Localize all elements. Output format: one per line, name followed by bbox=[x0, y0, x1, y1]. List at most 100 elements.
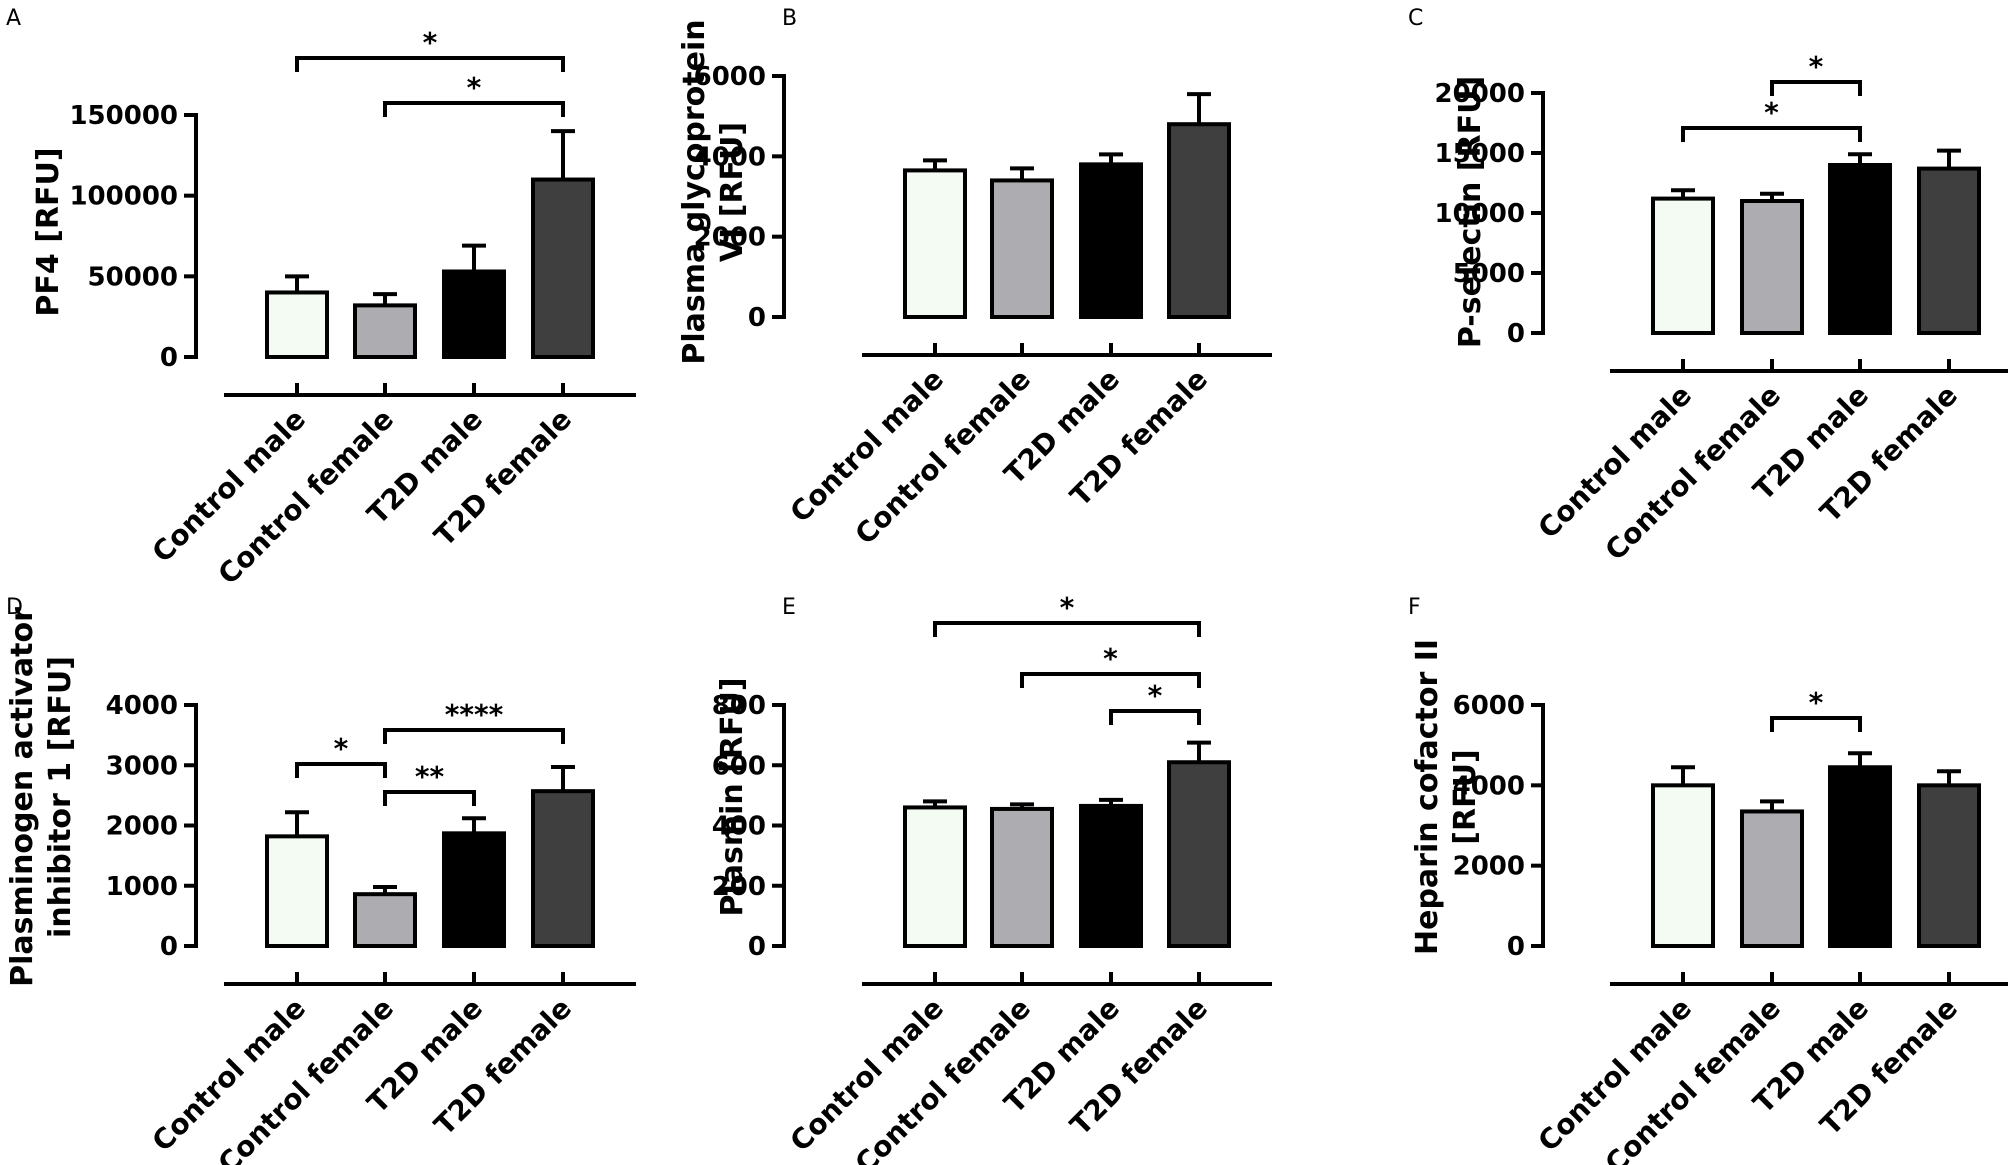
y-tick-label: 0 bbox=[748, 303, 766, 333]
bar-control-male bbox=[265, 834, 329, 948]
significance-bracket bbox=[1681, 126, 1862, 142]
significance-bracket bbox=[1020, 672, 1201, 688]
bar-control-male bbox=[1651, 783, 1715, 948]
error-bar bbox=[551, 765, 575, 792]
y-tick-label: 15000 bbox=[1435, 139, 1525, 169]
error-bar bbox=[1010, 166, 1034, 181]
bar-t2d-female bbox=[1167, 760, 1231, 948]
significance-label: * bbox=[1809, 50, 1824, 83]
error-bar bbox=[1187, 740, 1211, 763]
y-tick-label: 1000 bbox=[106, 872, 178, 902]
y-tick-label: 10000 bbox=[1435, 199, 1525, 229]
significance-label: * bbox=[1103, 642, 1118, 675]
error-bar bbox=[551, 129, 575, 180]
y-axis-label-line: Plasma glycoprotein bbox=[677, 19, 712, 364]
significance-bracket bbox=[383, 790, 476, 806]
significance-label: * bbox=[334, 732, 349, 765]
panel-letter: B bbox=[782, 6, 797, 31]
error-bar bbox=[1848, 152, 1872, 165]
error-bar bbox=[1187, 92, 1211, 125]
significance-label: * bbox=[1060, 591, 1075, 624]
error-bar bbox=[1010, 802, 1034, 809]
y-tick-label: 0 bbox=[160, 932, 178, 962]
error-bar bbox=[462, 243, 486, 272]
y-axis-label-line: [RFU] bbox=[1448, 749, 1483, 844]
bar-t2d-female bbox=[531, 789, 595, 948]
bar-t2d-male bbox=[1079, 162, 1143, 319]
error-bar bbox=[1099, 797, 1123, 806]
x-tick-label: Control male bbox=[146, 992, 312, 1158]
bar-control-male bbox=[903, 805, 967, 948]
y-tick-label: 150000 bbox=[69, 101, 178, 131]
y-tick-label: 0 bbox=[160, 343, 178, 373]
panel-letter: A bbox=[6, 6, 21, 31]
error-bar bbox=[923, 799, 947, 808]
y-axis-label: P-selectin [RFU] bbox=[1453, 76, 1488, 348]
significance-bracket bbox=[1109, 709, 1201, 725]
bar-t2d-male bbox=[1828, 765, 1892, 949]
y-tick-label: 20000 bbox=[1435, 79, 1525, 109]
bar-t2d-male bbox=[442, 831, 506, 949]
y-axis-label: Plasma glycoprotein VI [RFU] bbox=[677, 19, 750, 364]
y-axis-label-line: Plasmin [RFU] bbox=[715, 677, 750, 916]
panel-letter: D bbox=[6, 595, 23, 620]
error-bar bbox=[373, 292, 397, 306]
y-tick-label: 2000 bbox=[1453, 852, 1525, 882]
y-axis-label-line: VI [RFU] bbox=[715, 122, 750, 262]
bar-control-female bbox=[353, 892, 417, 948]
significance-bracket bbox=[1770, 716, 1862, 732]
y-axis-label-line: PF4 [RFU] bbox=[31, 147, 66, 316]
bar-t2d-female bbox=[531, 177, 595, 359]
y-tick-label: 0 bbox=[1507, 932, 1525, 962]
significance-label: * bbox=[1809, 686, 1824, 719]
panel-letter: F bbox=[1408, 595, 1421, 620]
panel-d: D 0 1000 2000 3000 4000 Plasminogen activator i… bbox=[5, 595, 636, 1165]
y-tick-label: 400 bbox=[712, 812, 766, 842]
x-tick-label: Control male bbox=[1532, 379, 1698, 545]
y-tick-label: 2000 bbox=[106, 812, 178, 842]
y-tick-label: 100000 bbox=[69, 182, 178, 212]
y-tick-label: 0 bbox=[748, 932, 766, 962]
y-tick-label: 6000 bbox=[1453, 691, 1525, 721]
significance-bracket bbox=[933, 621, 1201, 637]
bar-t2d-female bbox=[1917, 783, 1981, 948]
bar-control-male bbox=[265, 290, 329, 360]
y-tick-label: 200 bbox=[712, 872, 766, 902]
error-bar bbox=[1848, 751, 1872, 768]
bar-control-male bbox=[903, 168, 967, 319]
panel-letter: E bbox=[782, 595, 796, 620]
significance-label: * bbox=[1148, 679, 1163, 712]
bar-control-female bbox=[990, 806, 1054, 949]
y-tick-label: 600 bbox=[712, 751, 766, 781]
y-axis-label: Heparin cofactor II [RFU] bbox=[1410, 639, 1483, 955]
y-tick-label: 5000 bbox=[1453, 259, 1525, 289]
significance-label: * bbox=[1764, 96, 1779, 129]
error-bar bbox=[373, 884, 397, 895]
error-bar bbox=[1937, 769, 1961, 786]
bar-control-female bbox=[1740, 199, 1804, 335]
significance-label: ** bbox=[415, 760, 445, 793]
y-axis-label: Plasmin [RFU] bbox=[715, 677, 750, 916]
error-bar bbox=[285, 274, 309, 293]
significance-bracket bbox=[295, 762, 387, 778]
y-tick-label: 4000 bbox=[106, 691, 178, 721]
significance-label: **** bbox=[445, 698, 504, 731]
y-tick-label: 800 bbox=[712, 691, 766, 721]
error-bar bbox=[1671, 188, 1695, 199]
bar-t2d-male bbox=[442, 269, 506, 360]
significance-label: * bbox=[467, 71, 482, 104]
bar-control-female bbox=[990, 178, 1054, 319]
significance-bracket bbox=[1770, 80, 1862, 96]
bar-t2d-female bbox=[1167, 122, 1231, 319]
bar-control-female bbox=[353, 303, 417, 359]
bar-t2d-male bbox=[1828, 163, 1892, 335]
bar-control-male bbox=[1651, 196, 1715, 335]
y-tick-label: 4000 bbox=[1453, 771, 1525, 801]
y-axis-label-line: inhibitor 1 [RFU] bbox=[43, 656, 78, 938]
